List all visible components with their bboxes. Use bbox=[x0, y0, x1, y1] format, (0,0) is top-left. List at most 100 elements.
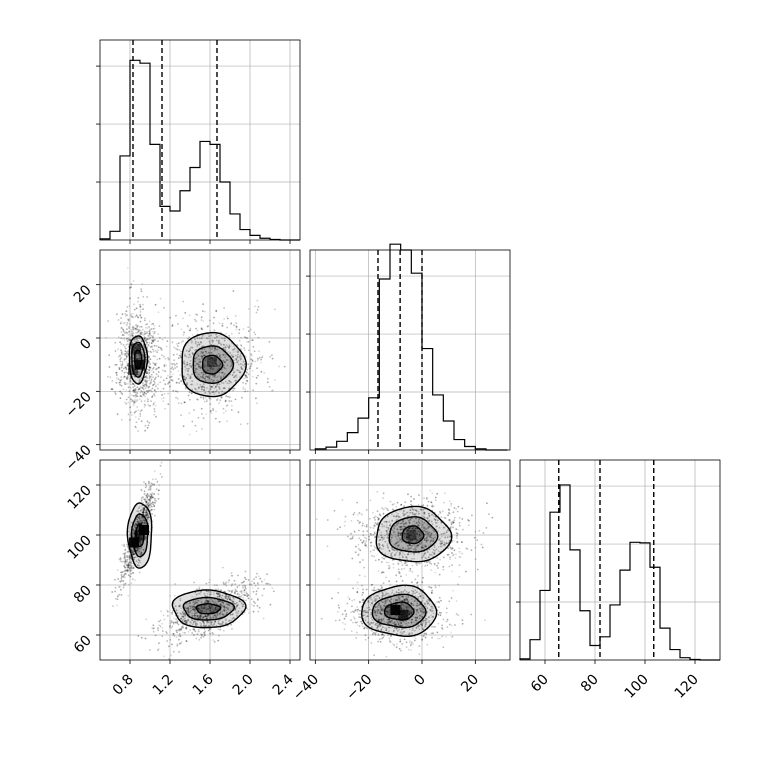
scatter-point bbox=[197, 615, 200, 618]
scatter-point bbox=[133, 532, 136, 535]
scatter-point bbox=[396, 541, 399, 544]
scatter-point bbox=[214, 347, 216, 350]
scatter-point bbox=[199, 614, 202, 617]
scatter-point bbox=[381, 544, 384, 546]
scatter-point bbox=[184, 621, 187, 624]
scatter-point bbox=[124, 313, 127, 315]
scatter-point bbox=[251, 359, 254, 362]
scatter-point bbox=[201, 617, 203, 620]
scatter-point bbox=[243, 589, 246, 592]
scatter-point bbox=[204, 615, 207, 618]
scatter-point bbox=[412, 529, 415, 532]
scatter-point bbox=[204, 594, 207, 597]
scatter-point bbox=[378, 536, 380, 538]
scatter-point bbox=[209, 365, 211, 368]
scatter-point bbox=[136, 357, 139, 360]
scatter-point bbox=[130, 560, 133, 563]
scatter-point bbox=[222, 376, 225, 378]
scatter-point bbox=[150, 495, 153, 497]
scatter-point bbox=[142, 328, 144, 331]
scatter-point bbox=[432, 607, 435, 610]
scatter-point bbox=[219, 356, 222, 359]
scatter-point bbox=[139, 385, 142, 388]
scatter-point bbox=[144, 538, 147, 540]
scatter-point bbox=[234, 375, 237, 377]
scatter-point bbox=[125, 361, 128, 363]
scatter-point bbox=[257, 357, 259, 360]
scatter-point bbox=[125, 310, 128, 313]
scatter-point bbox=[218, 365, 221, 367]
scatter-point bbox=[175, 347, 178, 350]
scatter-point bbox=[271, 587, 274, 590]
scatter-point bbox=[397, 595, 400, 598]
scatter-point bbox=[158, 325, 161, 327]
scatter-point bbox=[256, 299, 259, 302]
scatter-point bbox=[205, 413, 208, 416]
scatter-point bbox=[171, 324, 174, 327]
scatter-point bbox=[191, 619, 194, 621]
scatter-point bbox=[403, 522, 406, 525]
scatter-point bbox=[122, 344, 125, 346]
scatter-point bbox=[390, 635, 392, 638]
scatter-point bbox=[226, 404, 229, 406]
scatter-point bbox=[411, 618, 414, 621]
scatter-point bbox=[148, 356, 150, 359]
scatter-point bbox=[412, 587, 414, 590]
scatter-point bbox=[169, 316, 172, 319]
scatter-point bbox=[427, 526, 430, 528]
scatter-point bbox=[185, 627, 187, 630]
scatter-point bbox=[203, 387, 206, 389]
scatter-point bbox=[207, 607, 210, 610]
scatter-point bbox=[140, 331, 143, 334]
scatter-point bbox=[193, 338, 196, 340]
scatter-point bbox=[152, 348, 154, 351]
scatter-point bbox=[191, 608, 194, 611]
scatter-point bbox=[149, 484, 152, 487]
scatter-point bbox=[364, 544, 367, 547]
scatter-point bbox=[241, 581, 244, 584]
scatter-point bbox=[144, 330, 147, 333]
scatter-point bbox=[214, 348, 217, 351]
scatter-point bbox=[135, 328, 137, 331]
scatter-point bbox=[196, 614, 199, 617]
scatter-point bbox=[121, 560, 123, 563]
scatter-point bbox=[134, 411, 136, 414]
scatter-point bbox=[211, 358, 214, 360]
scatter-point bbox=[129, 534, 132, 537]
scatter-point bbox=[241, 604, 244, 607]
scatter-point bbox=[148, 377, 151, 379]
scatter-point bbox=[119, 381, 122, 384]
scatter-point bbox=[416, 510, 418, 513]
scatter-point bbox=[381, 557, 384, 559]
scatter-point bbox=[388, 606, 391, 609]
scatter-point bbox=[448, 518, 451, 521]
scatter-point bbox=[163, 364, 166, 366]
scatter-point bbox=[208, 627, 211, 630]
scatter-point bbox=[221, 354, 224, 356]
scatter-point bbox=[235, 357, 238, 360]
scatter-point bbox=[426, 530, 429, 533]
scatter-point bbox=[215, 309, 218, 312]
scatter-point bbox=[127, 319, 130, 322]
scatter-point bbox=[225, 359, 228, 361]
scatter-point bbox=[202, 303, 205, 305]
scatter-point bbox=[200, 607, 203, 610]
scatter-point bbox=[246, 592, 248, 595]
scatter-point bbox=[372, 549, 374, 552]
scatter-point bbox=[127, 563, 130, 566]
scatter-point bbox=[143, 406, 146, 408]
scatter-point bbox=[358, 537, 361, 540]
scatter-point bbox=[139, 391, 142, 394]
scatter-point bbox=[148, 499, 151, 501]
scatter-point bbox=[437, 550, 440, 552]
scatter-point bbox=[138, 571, 141, 574]
scatter-point bbox=[216, 379, 219, 382]
scatter-point bbox=[452, 526, 454, 529]
scatter-point bbox=[392, 566, 395, 569]
scatter-point bbox=[120, 378, 123, 381]
scatter-point bbox=[135, 357, 138, 360]
scatter-point bbox=[369, 550, 372, 553]
scatter-point bbox=[144, 515, 147, 517]
scatter-point bbox=[154, 389, 157, 392]
